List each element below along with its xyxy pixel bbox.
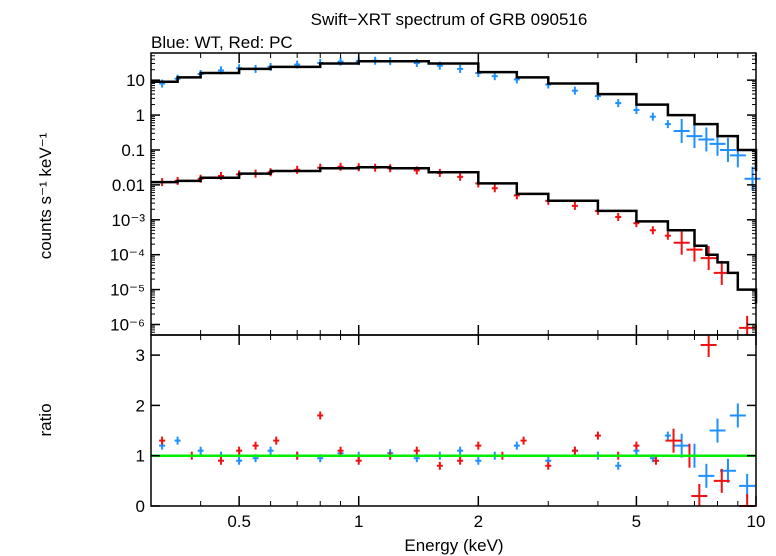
ratio-pc-point — [457, 456, 464, 465]
spectrum-y-tick-label: 10⁻⁴ — [110, 246, 145, 265]
ratio-pc-point — [355, 456, 362, 465]
ratio-pc-point — [665, 428, 682, 453]
spectrum-pc-point — [664, 231, 671, 240]
spectrum-wt-point — [686, 124, 703, 149]
ratio-pc-point — [691, 483, 708, 506]
ratio-pc-point — [413, 446, 420, 455]
spectrum-model-line-3 — [151, 165, 758, 304]
ratio-pc-point — [652, 456, 659, 465]
x-tick-label: 10 — [747, 512, 766, 531]
x-tick-label: 1 — [354, 512, 363, 531]
ratio-wt-point — [197, 446, 204, 455]
x-axis-label: Energy (keV) — [404, 536, 503, 555]
spectrum-wt-point — [744, 166, 761, 191]
ratio-pc-point — [594, 431, 601, 440]
ratio-y-tick-label: 3 — [136, 346, 145, 365]
spectrum-wt-point — [664, 120, 671, 129]
spectrum-wt-point — [491, 72, 498, 81]
ratio-pc-point — [217, 456, 224, 465]
spectrum-y-axis-label: counts s⁻¹ keV⁻¹ — [36, 132, 55, 259]
ratio-frame — [150, 334, 757, 507]
ratio-pc-point — [252, 441, 259, 450]
spectrum-y-tick-label: 10⁻⁵ — [110, 281, 145, 300]
spectrum-model-line-2 — [151, 59, 758, 171]
spectrum-pc-point — [615, 213, 622, 222]
ratio-wt-point — [729, 403, 746, 428]
ratio-wt-point — [457, 446, 464, 455]
ratio-wt-point — [267, 446, 274, 455]
spectrum-wt-point — [673, 118, 690, 143]
spectrum-pc-point — [457, 172, 464, 181]
ratio-pc-point — [159, 436, 166, 445]
x-tick-label: 5 — [632, 512, 641, 531]
spectrum-y-tick-label: 10⁻⁶ — [110, 315, 145, 334]
ratio-wt-point — [615, 461, 622, 470]
x-tick-label: 2 — [474, 512, 483, 531]
spectrum-wt-point — [615, 99, 622, 108]
spectrum-wt-point — [457, 64, 464, 73]
ratio-wt-point — [664, 431, 671, 440]
spectrum-wt-point — [698, 127, 715, 152]
spectrum-wt-point — [571, 86, 578, 95]
ratio-pc-point — [475, 441, 482, 450]
ratio-wt-point — [513, 441, 520, 450]
ratio-pc-point — [633, 441, 640, 450]
ratio-y-tick-label: 1 — [136, 447, 145, 466]
chart-title: Swift−XRT spectrum of GRB 090516 — [311, 10, 588, 29]
spectrum-frame — [150, 52, 757, 336]
spectrum-pc-point — [491, 184, 498, 193]
ratio-wt-point — [475, 456, 482, 465]
spectrum-pc-point — [649, 226, 656, 235]
ratio-wt-point — [739, 473, 756, 498]
spectrum-pc-point — [673, 230, 690, 255]
spectrum-y-tick-label: 0.01 — [112, 176, 145, 195]
ratio-y-tick-label: 0 — [136, 497, 145, 516]
spectrum-wt-point — [633, 105, 640, 114]
ratio-pc-point — [713, 468, 730, 493]
ratio-wt-point — [236, 456, 243, 465]
spectrum-y-tick-label: 0.1 — [121, 141, 145, 160]
ratio-panel: 0 1 2 3 0.5 1 2 5 10 — [136, 334, 766, 531]
ratio-pc-point — [571, 446, 578, 455]
spectrum-y-tick-label: 10⁻³ — [111, 211, 145, 230]
ratio-pc-point — [317, 411, 324, 420]
ratio-wt-point — [673, 433, 690, 458]
ratio-y-axis-label: ratio — [36, 403, 55, 436]
ratio-pc-point — [273, 436, 280, 445]
spectrum-y-tick-label: 10 — [126, 71, 145, 90]
ratio-pc-point — [700, 335, 717, 358]
spectrum-y-tick-label: 1 — [136, 106, 145, 125]
ratio-pc-point — [545, 461, 552, 470]
ratio-pc-point — [739, 494, 756, 507]
spectrum-panel: 10 1 0.1 0.01 10⁻³ 10⁻⁴ 10⁻⁵ 10⁻⁶ — [110, 52, 761, 336]
chart-subtitle: Blue: WT, Red: PC — [151, 33, 293, 52]
spectrum-pc-point — [571, 201, 578, 210]
ratio-y-tick-label: 2 — [136, 396, 145, 415]
spectrum-wt-point — [719, 137, 736, 162]
spectrum-pc-point — [700, 246, 717, 271]
x-tick-label: 0.5 — [227, 512, 251, 531]
ratio-pc-point — [520, 436, 527, 445]
ratio-wt-point — [698, 463, 715, 488]
ratio-pc-point — [337, 446, 344, 455]
ratio-pc-point — [436, 461, 443, 470]
spectrum-wt-point — [649, 112, 656, 121]
ratio-pc-point — [236, 446, 243, 455]
ratio-wt-point — [709, 418, 726, 443]
spectrum-pc-point — [337, 162, 344, 171]
ratio-wt-point — [174, 436, 181, 445]
